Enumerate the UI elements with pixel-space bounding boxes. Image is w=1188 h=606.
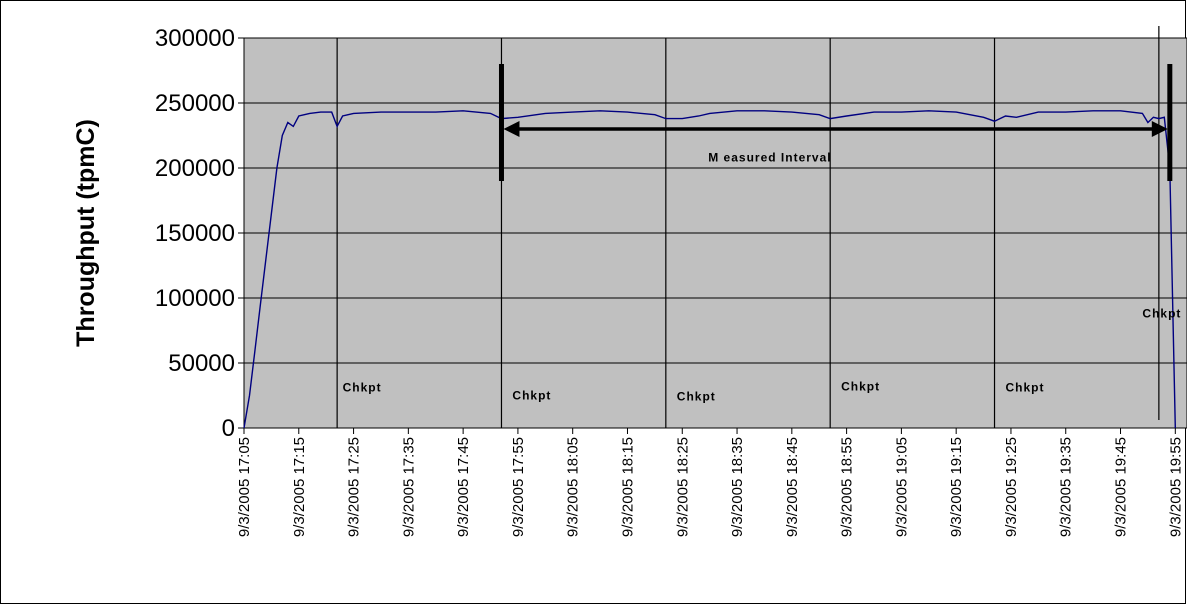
x-tick-label: 9/3/2005 17:35 <box>400 437 417 537</box>
x-tick-label: 9/3/2005 19:15 <box>948 437 965 537</box>
measured-interval <box>498 64 1173 181</box>
checkpoint-label: Chkpt <box>841 379 880 393</box>
x-axis-ticks: 9/3/2005 17:05 9/3/2005 17:15 9/3/2005 17:… <box>236 428 1184 537</box>
y-axis-ticks: 0 50000 100000 150000 200000 250000 300000 <box>155 25 244 442</box>
interval-arrow-left <box>503 121 520 137</box>
checkpoint-label: Chkpt <box>1005 381 1044 395</box>
checkpoint-label: Chkpt <box>1142 307 1181 321</box>
x-tick-label: 9/3/2005 18:05 <box>565 437 582 537</box>
throughput-line <box>243 110 1176 429</box>
x-tick-label: 9/3/2005 18:35 <box>729 437 746 537</box>
y-tick-label: 150000 <box>155 220 235 247</box>
x-tick-label: 9/3/2005 18:55 <box>839 437 856 537</box>
y-tick-label: 200000 <box>155 155 235 182</box>
checkpoint-label: Chkpt <box>677 390 716 404</box>
gridlines <box>244 37 1187 429</box>
x-tick-label: 9/3/2005 17:45 <box>455 437 472 537</box>
y-tick-label: 300000 <box>155 25 235 52</box>
y-tick-label: 0 <box>222 415 235 442</box>
annotations: Chkpt Chkpt Chkpt Chkpt Chkpt Chkpt M easured … <box>343 151 1181 404</box>
x-tick-label: 9/3/2005 18:25 <box>674 437 691 537</box>
series <box>243 110 1176 429</box>
x-tick-label: 9/3/2005 19:05 <box>893 437 910 537</box>
x-tick-label: 9/3/2005 17:25 <box>346 437 363 537</box>
x-tick-label: 9/3/2005 19:35 <box>1058 437 1075 537</box>
interval-arrow-right <box>1151 121 1168 137</box>
checkpoint-label: Chkpt <box>343 381 382 395</box>
x-tick-label: 9/3/2005 17:55 <box>510 437 527 537</box>
x-tick-label: 9/3/2005 19:25 <box>1003 437 1020 537</box>
y-axis-label: Throughput (tpmC) <box>72 119 100 347</box>
checkpoint-label: Chkpt <box>512 388 551 402</box>
y-tick-label: 100000 <box>155 285 235 312</box>
y-tick-label: 50000 <box>168 350 235 377</box>
x-tick-label: 9/3/2005 18:45 <box>784 437 801 537</box>
measured-interval-label: M easured Interval <box>708 151 831 165</box>
x-tick-label: 9/3/2005 17:05 <box>236 437 253 537</box>
x-tick-label: 9/3/2005 17:15 <box>291 437 308 537</box>
y-tick-label: 250000 <box>155 90 235 117</box>
x-tick-label: 9/3/2005 19:45 <box>1113 437 1130 537</box>
checkpoint-lines <box>336 26 1160 428</box>
x-tick-label: 9/3/2005 18:15 <box>619 437 636 537</box>
x-tick-label: 9/3/2005 19:55 <box>1167 437 1184 537</box>
